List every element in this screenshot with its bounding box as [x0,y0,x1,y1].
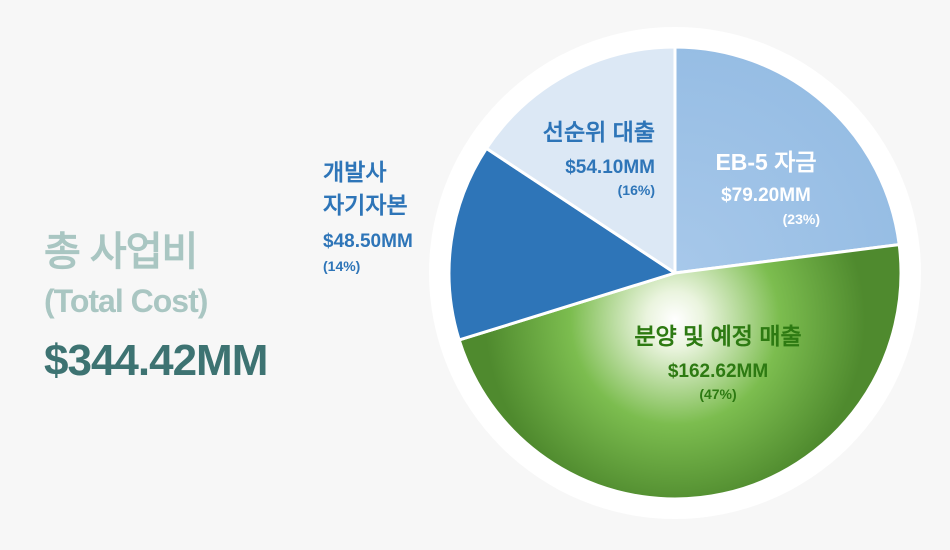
slice-value-equity: $48.50MM [323,231,413,252]
slice-label-equity-line1: 개발사 [323,159,386,185]
slice-value-eb5: $79.20MM [721,185,811,206]
total-cost-value: $344.42MM [44,336,268,385]
total-cost-title: 총 사업비 [44,230,198,274]
slice-label-eb5: EB-5 자금 [715,149,816,175]
pie-slices [447,45,903,501]
pie-slice-sales [457,243,903,501]
slice-label-sales: 분양 및 예정 매출 [634,323,801,349]
pie-slice-equity [447,146,677,342]
total-cost-block: 총 사업비 (Total Cost) $344.42MM [44,225,268,393]
pie-slice-eb5 [673,45,901,275]
slice-label-senior: 선순위 대출 [543,119,655,145]
pie-slice-senior [484,45,677,275]
slice-label-equity-line2: 자기자본 [323,192,408,218]
total-cost-subtitle: (Total Cost) [44,283,208,319]
slice-value-senior: $54.10MM [565,157,655,178]
slice-percent-eb5: (23%) [783,211,820,227]
slice-value-sales: $162.62MM [668,361,768,382]
slice-percent-equity: (14%) [323,258,360,274]
slice-percent-sales: (47%) [699,386,736,402]
slice-percent-senior: (16%) [618,182,655,198]
